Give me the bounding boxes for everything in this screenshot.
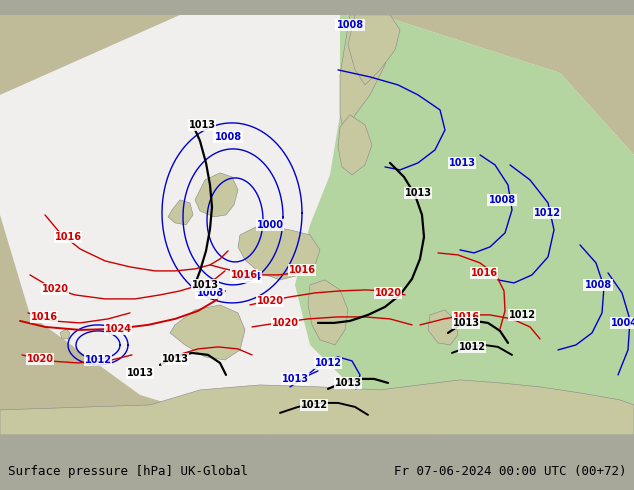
Text: 1016: 1016 (288, 265, 316, 275)
Text: 1012: 1012 (508, 310, 536, 320)
Polygon shape (338, 115, 372, 175)
Text: 1013: 1013 (127, 368, 153, 378)
Text: 1012: 1012 (301, 400, 328, 410)
Text: 1020: 1020 (257, 296, 283, 306)
Text: 1020: 1020 (271, 318, 299, 328)
Text: 1016: 1016 (231, 270, 257, 280)
Polygon shape (0, 380, 634, 435)
Text: 1020: 1020 (375, 288, 401, 298)
Text: 1013: 1013 (191, 280, 219, 290)
Text: 1016: 1016 (30, 312, 58, 322)
Text: Surface pressure [hPa] UK-Global: Surface pressure [hPa] UK-Global (8, 466, 248, 478)
Polygon shape (195, 173, 238, 217)
Text: 1000: 1000 (257, 220, 283, 230)
Text: 1013: 1013 (188, 120, 216, 130)
Polygon shape (348, 15, 400, 85)
Text: 1012: 1012 (533, 208, 560, 218)
Polygon shape (428, 310, 458, 345)
Polygon shape (0, 15, 634, 435)
Text: 1016: 1016 (55, 232, 82, 242)
Text: 1024: 1024 (105, 324, 131, 334)
Polygon shape (60, 329, 70, 339)
Polygon shape (170, 305, 245, 360)
Text: 1008: 1008 (585, 280, 612, 290)
Text: 1008: 1008 (197, 288, 224, 298)
Text: 1008: 1008 (214, 132, 242, 142)
Text: 1013: 1013 (404, 188, 432, 198)
Text: 1013: 1013 (162, 354, 188, 364)
Text: Fr 07-06-2024 00:00 UTC (00+72): Fr 07-06-2024 00:00 UTC (00+72) (394, 466, 626, 478)
Text: 1013: 1013 (453, 318, 479, 328)
Text: 1004: 1004 (235, 272, 261, 282)
Polygon shape (295, 15, 634, 435)
Text: 1008: 1008 (337, 20, 363, 30)
Text: 1004: 1004 (611, 318, 634, 328)
Polygon shape (238, 225, 320, 280)
Polygon shape (168, 200, 193, 225)
Text: 1013: 1013 (281, 374, 309, 384)
Polygon shape (340, 15, 390, 135)
Text: 1008: 1008 (488, 195, 515, 205)
Text: 1012: 1012 (314, 358, 342, 368)
Text: 1020: 1020 (41, 284, 68, 294)
Text: 1016: 1016 (453, 312, 479, 322)
Text: 1013: 1013 (335, 378, 361, 388)
Text: 1016: 1016 (470, 268, 498, 278)
Polygon shape (308, 280, 348, 345)
Text: 1012: 1012 (458, 342, 486, 352)
Text: 1020: 1020 (27, 354, 53, 364)
Text: 1012: 1012 (84, 355, 112, 365)
Text: 1013: 1013 (448, 158, 476, 168)
